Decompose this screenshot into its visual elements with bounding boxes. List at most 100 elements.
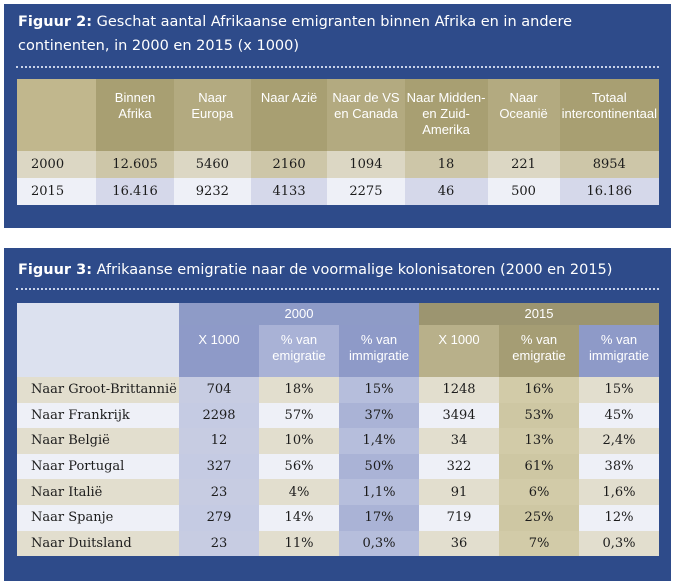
dotted-divider bbox=[16, 66, 659, 68]
table-row: Naar Duitsland 23 11% 0,3% 36 7% 0,3% bbox=[17, 530, 659, 557]
table-cell: 25% bbox=[499, 504, 579, 531]
table-cell: 12% bbox=[579, 504, 659, 531]
table-cell: 61% bbox=[499, 453, 579, 480]
figure-2-title-text: Geschat aantal Afrikaanse emigranten bin… bbox=[18, 14, 573, 54]
column-header: Naar Midden- en Zuid-Amerika bbox=[404, 79, 488, 151]
table-cell: 11% bbox=[259, 530, 339, 557]
table-row: Naar België 12 10% 1,4% 34 13% 2,4% bbox=[17, 428, 659, 454]
table-row: Naar Italië 23 4% 1,1% 91 6% 1,6% bbox=[17, 479, 659, 505]
row-label: Naar Italië bbox=[17, 479, 179, 505]
table-cell: 6% bbox=[499, 479, 579, 505]
table-cell: 16.186 bbox=[559, 178, 659, 205]
table-cell: 2160 bbox=[250, 151, 328, 178]
row-label: Naar Spanje bbox=[17, 504, 179, 531]
row-label: Naar Groot-Brittannië bbox=[17, 377, 179, 403]
figure-3-panel: Figuur 3: Afrikaanse emigratie naar de v… bbox=[4, 248, 671, 581]
column-header: % van emigratie bbox=[259, 325, 339, 377]
row-year: 2000 bbox=[17, 151, 97, 178]
figure-3-title: Figuur 3: Afrikaanse emigratie naar de v… bbox=[18, 258, 657, 282]
table-cell: 15% bbox=[339, 377, 419, 403]
group-header-row: 2000 2015 bbox=[17, 303, 659, 377]
table-cell: 1094 bbox=[327, 151, 405, 178]
table-cell: 37% bbox=[339, 402, 419, 429]
figure-2-title-prefix: Figuur 2: bbox=[18, 14, 92, 30]
column-header: Naar Azië bbox=[250, 79, 328, 151]
table-cell: 36 bbox=[419, 530, 499, 557]
table-cell: 2298 bbox=[179, 402, 259, 429]
table-cell: 704 bbox=[179, 377, 259, 403]
column-header: Naar de VS en Canada bbox=[327, 79, 405, 151]
table-cell: 3494 bbox=[419, 402, 499, 429]
subheader-row: X 1000 % van emigratie % van immigratie … bbox=[17, 325, 659, 377]
table-cell: 38% bbox=[579, 453, 659, 480]
table-cell: 4% bbox=[259, 479, 339, 505]
table-cell: 18 bbox=[404, 151, 488, 178]
column-header: % van immigratie bbox=[579, 325, 659, 377]
table-cell: 1,4% bbox=[339, 428, 419, 454]
row-label: Naar België bbox=[17, 428, 179, 454]
table-cell: 17% bbox=[339, 504, 419, 531]
table-cell: 91 bbox=[419, 479, 499, 505]
table-cell: 8954 bbox=[559, 151, 659, 178]
row-year: 2015 bbox=[17, 178, 97, 205]
group-header-2000: 2000 bbox=[179, 303, 419, 325]
row-label: Naar Frankrijk bbox=[17, 402, 179, 429]
table-cell: 2275 bbox=[327, 178, 405, 205]
figure-2-panel: Figuur 2: Geschat aantal Afrikaanse emig… bbox=[4, 4, 671, 228]
table-cell: 0,3% bbox=[579, 530, 659, 557]
table-cell: 56% bbox=[259, 453, 339, 480]
column-header: X 1000 bbox=[179, 325, 259, 377]
table-cell: 500 bbox=[487, 178, 560, 205]
table-cell: 327 bbox=[179, 453, 259, 480]
table-cell: 1,6% bbox=[579, 479, 659, 505]
table-row: 2000 12.605 5460 2160 1094 18 221 8954 bbox=[17, 151, 659, 178]
column-header: Naar Oceanië bbox=[487, 79, 560, 151]
table-cell: 18% bbox=[259, 377, 339, 403]
table-row: Naar Spanje 279 14% 17% 719 25% 12% bbox=[17, 504, 659, 531]
table-row: Naar Frankrijk 2298 57% 37% 3494 53% 45% bbox=[17, 402, 659, 429]
table-row: Naar Portugal 327 56% 50% 322 61% 38% bbox=[17, 453, 659, 480]
column-header: X 1000 bbox=[419, 325, 499, 377]
column-header: Naar Europa bbox=[173, 79, 251, 151]
table-cell: 14% bbox=[259, 504, 339, 531]
table-cell: 50% bbox=[339, 453, 419, 480]
table-row: Naar Groot-Brittannië 704 18% 15% 1248 1… bbox=[17, 377, 659, 403]
table-header-row: Binnen Afrika Naar Europa Naar Azië Naar… bbox=[17, 79, 659, 151]
colonizers-table: 2000 2015 X 1000 % van emigratie % van i… bbox=[17, 303, 659, 557]
table-cell: 322 bbox=[419, 453, 499, 480]
table-cell: 4133 bbox=[250, 178, 328, 205]
table-cell: 16% bbox=[499, 377, 579, 403]
table-cell: 46 bbox=[404, 178, 488, 205]
table-cell: 0,3% bbox=[339, 530, 419, 557]
table-cell: 12 bbox=[179, 428, 259, 454]
dotted-divider bbox=[16, 288, 659, 290]
figure-3-title-prefix: Figuur 3: bbox=[18, 262, 92, 278]
table-cell: 1248 bbox=[419, 377, 499, 403]
table-cell: 10% bbox=[259, 428, 339, 454]
table-cell: 15% bbox=[579, 377, 659, 403]
column-header: Binnen Afrika bbox=[96, 79, 174, 151]
table-cell: 279 bbox=[179, 504, 259, 531]
emigrants-table: Binnen Afrika Naar Europa Naar Azië Naar… bbox=[17, 79, 659, 205]
table-cell: 23 bbox=[179, 530, 259, 557]
table-cell: 57% bbox=[259, 402, 339, 429]
table-cell: 5460 bbox=[173, 151, 251, 178]
table-cell: 23 bbox=[179, 479, 259, 505]
column-header: % van immigratie bbox=[339, 325, 419, 377]
column-header: Totaal intercontinentaal bbox=[559, 79, 659, 151]
table-cell: 53% bbox=[499, 402, 579, 429]
column-header: % van emigratie bbox=[499, 325, 579, 377]
table-cell: 9232 bbox=[173, 178, 251, 205]
header-corner-cell bbox=[17, 79, 97, 151]
header-corner-cell bbox=[17, 303, 179, 377]
table-cell: 34 bbox=[419, 428, 499, 454]
group-header-2015: 2015 bbox=[419, 303, 659, 325]
table-cell: 719 bbox=[419, 504, 499, 531]
figure-3-title-text: Afrikaanse emigratie naar de voormalige … bbox=[96, 262, 613, 278]
table-cell: 45% bbox=[579, 402, 659, 429]
table-cell: 16.416 bbox=[96, 178, 174, 205]
row-label: Naar Duitsland bbox=[17, 530, 179, 557]
table-row: 2015 16.416 9232 4133 2275 46 500 16.186 bbox=[17, 178, 659, 205]
row-label: Naar Portugal bbox=[17, 453, 179, 480]
table-cell: 12.605 bbox=[96, 151, 174, 178]
